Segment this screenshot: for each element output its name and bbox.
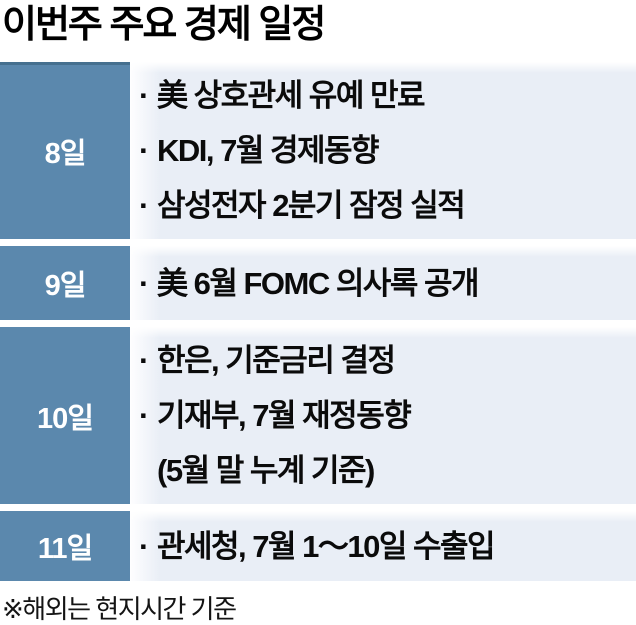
events-cell: · 美 상호관세 유예 만료 · KDI, 7월 경제동향 · 삼성전자 2분기 잠정… xyxy=(130,62,636,239)
event-line: · 관세청, 7월 1～10일 수출입 xyxy=(139,519,628,574)
event-line: · 美 상호관세 유예 만료 xyxy=(139,68,628,123)
event-text: (5월 말 누계 기준) xyxy=(157,453,375,488)
page-title: 이번주 주요 경제 일정 xyxy=(2,4,326,46)
bullet-icon: · xyxy=(139,528,149,564)
bullet-icon: · xyxy=(139,133,149,168)
footnote: ※해외는 현지시간 기준 xyxy=(2,594,237,624)
schedule-row-day9: 9일 · 美 6월 FOMC 의사록 공개 xyxy=(0,246,636,320)
event-text: 한은, 기준금리 결정 xyxy=(157,343,396,378)
event-text: 美 6월 FOMC 의사록 공개 xyxy=(157,265,480,301)
events-cell: · 관세청, 7월 1～10일 수출입 xyxy=(130,511,636,581)
event-line: · 美 6월 FOMC 의사록 공개 xyxy=(139,256,628,311)
events-cell: · 美 6월 FOMC 의사록 공개 xyxy=(130,246,636,320)
event-line: · 한은, 기준금리 결정 xyxy=(139,333,628,388)
event-line: · KDI, 7월 경제동향 xyxy=(139,123,628,178)
event-text: 美 상호관세 유예 만료 xyxy=(157,78,426,113)
schedule-row-day8: 8일 · 美 상호관세 유예 만료 · KDI, 7월 경제동향 · 삼성전자 2분기… xyxy=(0,62,636,239)
event-text: 관세청, 7월 1～10일 수출입 xyxy=(157,528,496,564)
bullet-icon: · xyxy=(139,188,149,223)
bullet-icon: · xyxy=(139,398,149,433)
bullet-icon: · xyxy=(139,343,149,378)
day-cell: 10일 xyxy=(0,327,130,504)
event-line-continuation: (5월 말 누계 기준) xyxy=(139,443,628,498)
schedule-table: 8일 · 美 상호관세 유예 만료 · KDI, 7월 경제동향 · 삼성전자 2분기… xyxy=(0,62,636,581)
event-line: · 기재부, 7월 재정동향 xyxy=(139,388,628,443)
event-text: 삼성전자 2분기 잠정 실적 xyxy=(157,188,466,223)
schedule-row-day11: 11일 · 관세청, 7월 1～10일 수출입 xyxy=(0,511,636,581)
day-cell: 11일 xyxy=(0,511,130,581)
events-cell: · 한은, 기준금리 결정 · 기재부, 7월 재정동향 (5월 말 누계 기준) xyxy=(130,327,636,504)
event-text: 기재부, 7월 재정동향 xyxy=(157,398,412,433)
event-line: · 삼성전자 2분기 잠정 실적 xyxy=(139,178,628,233)
schedule-row-day10: 10일 · 한은, 기준금리 결정 · 기재부, 7월 재정동향 (5월 말 누계 … xyxy=(0,327,636,504)
day-cell: 9일 xyxy=(0,246,130,320)
event-text: KDI, 7월 경제동향 xyxy=(157,133,380,168)
bullet-icon: · xyxy=(139,78,149,113)
day-cell: 8일 xyxy=(0,62,130,239)
bullet-icon: · xyxy=(139,265,149,301)
